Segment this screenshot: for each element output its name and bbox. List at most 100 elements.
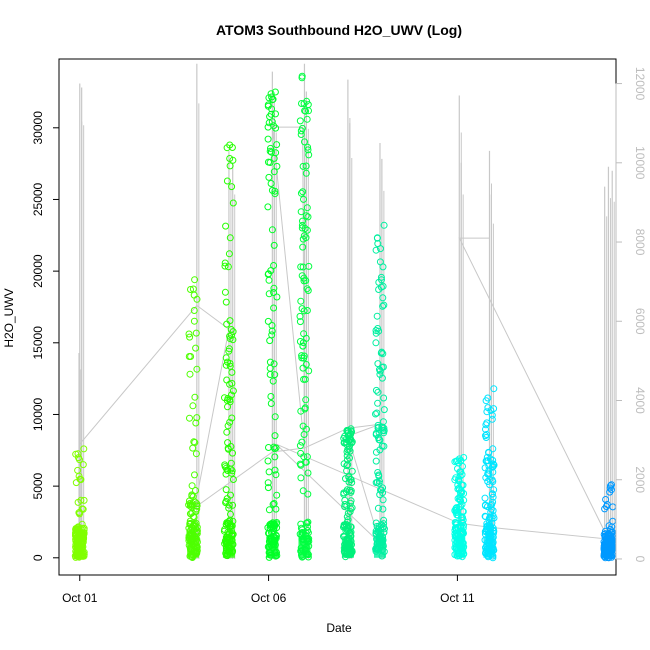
data-point <box>378 524 386 532</box>
data-point <box>187 353 195 360</box>
data-point <box>221 461 229 469</box>
data-point <box>192 419 200 427</box>
x-axis: Oct 01 Oct 06 Oct 11 <box>62 574 475 605</box>
data-point <box>489 460 497 468</box>
point-column-8 <box>481 385 498 562</box>
data-point <box>299 364 307 372</box>
data-point <box>228 467 236 475</box>
y-right-tick-label: 0 <box>633 556 647 563</box>
point-column-2 <box>220 141 237 560</box>
data-point <box>186 370 194 378</box>
data-point <box>271 190 279 198</box>
dense-point-band <box>341 536 354 558</box>
data-point <box>297 520 305 528</box>
data-point <box>226 234 234 242</box>
data-point <box>303 115 311 123</box>
data-point <box>372 479 380 487</box>
data-point <box>298 529 306 536</box>
data-point <box>377 245 384 253</box>
data-point <box>372 246 380 254</box>
data-point <box>269 96 277 104</box>
data-point <box>374 504 382 512</box>
point-column-7 <box>451 454 468 561</box>
data-point <box>456 486 463 493</box>
data-point <box>227 443 235 450</box>
data-point <box>459 481 467 489</box>
data-point <box>341 500 349 508</box>
x-tick-label: Oct 06 <box>251 591 287 605</box>
data-point <box>272 110 279 118</box>
data-point <box>267 267 275 275</box>
data-point <box>229 199 237 207</box>
data-point <box>186 499 194 507</box>
data-point <box>454 495 462 503</box>
data-point <box>228 522 236 530</box>
data-point <box>304 101 312 109</box>
data-point <box>228 414 236 422</box>
data-point <box>348 504 356 512</box>
data-point <box>487 501 495 509</box>
data-point <box>267 393 275 400</box>
data-point <box>270 262 278 269</box>
data-point <box>297 127 305 135</box>
data-point <box>346 438 354 446</box>
y-right-tick-label: 4000 <box>633 387 647 414</box>
y-left-tick-label: 30000 <box>31 111 45 145</box>
data-point <box>264 524 272 532</box>
data-point <box>271 413 279 421</box>
data-point <box>224 439 232 447</box>
data-point <box>222 361 230 369</box>
y-axis-label: H2O_UWV <box>2 288 16 347</box>
data-point <box>297 189 305 197</box>
y-left-tick-label: 5000 <box>31 472 45 499</box>
data-point <box>265 173 273 181</box>
data-point <box>372 386 380 394</box>
data-point <box>490 385 498 393</box>
data-point <box>297 474 305 482</box>
data-point <box>301 107 309 115</box>
data-point <box>223 428 231 436</box>
points-layer <box>71 72 617 562</box>
data-point <box>376 258 384 266</box>
data-point <box>223 177 231 185</box>
data-point <box>301 138 308 146</box>
data-point <box>296 117 304 125</box>
data-point <box>487 407 495 414</box>
data-point <box>304 518 312 526</box>
data-point <box>457 523 465 531</box>
data-point <box>193 365 201 373</box>
y-axis-left: 0 5000 10000 15000 20000 25000 30000 <box>31 111 60 561</box>
data-point <box>189 285 197 293</box>
data-point <box>268 105 275 113</box>
data-point <box>372 448 380 456</box>
x-tick-label: Oct 11 <box>440 591 475 605</box>
data-point <box>299 162 307 170</box>
data-point <box>272 124 280 132</box>
data-point <box>488 415 496 423</box>
data-point <box>265 444 272 451</box>
data-point <box>347 497 355 505</box>
data-point <box>380 429 388 437</box>
data-point <box>340 490 348 498</box>
data-point <box>376 366 383 374</box>
data-point <box>297 208 305 216</box>
dense-point-band <box>266 536 279 558</box>
data-point <box>270 289 278 296</box>
data-point <box>485 466 493 474</box>
x-axis-label: Date <box>326 621 352 635</box>
data-point <box>489 493 497 501</box>
y-axis-right: 0 2000 4000 6000 8000 10000 12000 <box>615 67 647 563</box>
data-point <box>375 436 383 444</box>
data-point <box>300 431 308 438</box>
data-point <box>264 457 272 465</box>
dense-point-band <box>483 536 496 558</box>
data-point <box>380 394 388 402</box>
data-point <box>346 454 353 462</box>
data-point <box>186 517 194 525</box>
data-point <box>273 293 281 301</box>
data-point <box>482 425 489 433</box>
data-point <box>380 529 388 536</box>
data-point <box>380 442 388 450</box>
data-point <box>456 472 464 480</box>
